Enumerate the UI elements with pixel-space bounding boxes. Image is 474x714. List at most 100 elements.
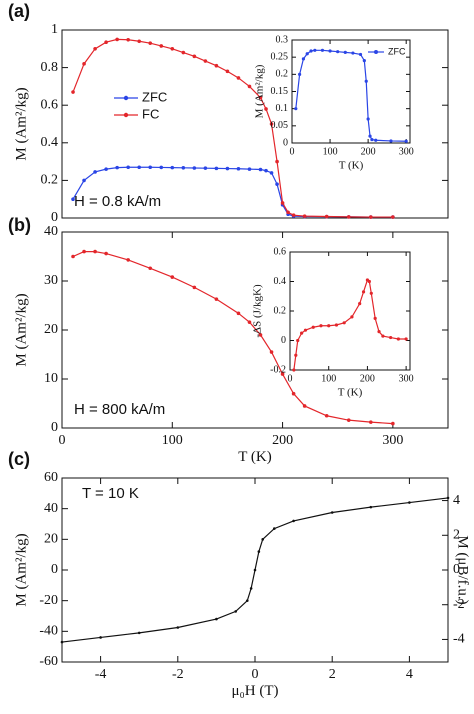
y2-tick-label: 2	[453, 528, 460, 543]
data-point	[126, 258, 130, 262]
data-point	[214, 166, 219, 171]
y-tick-label: 0.4	[274, 276, 287, 287]
y-tick-label: -60	[39, 654, 58, 669]
data-point	[389, 335, 393, 340]
data-point	[249, 587, 253, 590]
data-point	[82, 62, 86, 66]
data-point	[302, 404, 307, 408]
x-tick-label: 300	[382, 433, 403, 448]
x-axis-label: T (K)	[238, 449, 271, 465]
data-point	[245, 599, 249, 602]
data-point	[275, 159, 279, 164]
y-tick-label: -40	[39, 624, 58, 639]
data-point	[159, 44, 164, 48]
data-point	[60, 640, 64, 644]
data-point	[71, 197, 75, 201]
data-point	[280, 372, 285, 376]
data-point	[71, 254, 75, 259]
data-point	[269, 122, 274, 126]
data-point	[373, 316, 377, 320]
legend-marker	[374, 50, 378, 54]
data-point	[286, 210, 290, 215]
x-tick-label: -2	[172, 667, 184, 682]
y-tick-label: 0.2	[276, 69, 289, 80]
y2-axis-label: M (μB/f.u.)	[455, 535, 471, 604]
data-point	[275, 182, 279, 186]
data-point	[350, 315, 354, 319]
data-point	[334, 323, 339, 327]
y-tick-label: -20	[39, 593, 58, 608]
data-point	[93, 47, 97, 51]
data-point	[300, 331, 304, 335]
data-point	[269, 350, 274, 354]
x-axis-label: μ₀H (T)	[231, 683, 278, 699]
data-point	[311, 325, 315, 329]
data-point	[170, 165, 175, 170]
data-point	[377, 330, 381, 334]
data-point	[115, 165, 119, 170]
data-point	[369, 291, 373, 295]
data-point	[269, 171, 274, 175]
data-line	[72, 38, 393, 218]
data-point	[115, 37, 119, 42]
plot-frame	[289, 251, 411, 371]
data-point	[257, 550, 261, 553]
y-axis-label: M (Am²/kg)	[13, 293, 29, 366]
data-point	[71, 90, 75, 94]
annotation: H = 0.8 kA/m	[74, 193, 161, 210]
data-point	[264, 168, 268, 173]
y2-tick-label: -4	[453, 632, 465, 647]
annotation: H = 800 kA/m	[74, 401, 165, 418]
data-point	[261, 538, 265, 541]
data-point	[391, 215, 395, 219]
data-point	[302, 214, 307, 218]
y-tick-label: 0	[51, 210, 58, 225]
data-point	[396, 337, 400, 341]
data-point	[296, 338, 300, 343]
y2-tick-label: -2	[453, 597, 465, 612]
data-point	[148, 41, 153, 45]
data-point	[366, 117, 370, 121]
data-point	[192, 54, 197, 59]
y-axis-label: M (Am²/kg)	[13, 87, 29, 160]
data-point	[159, 165, 164, 170]
data-point	[351, 51, 355, 55]
data-point	[264, 107, 268, 111]
data-point	[148, 266, 153, 271]
data-point	[236, 311, 241, 316]
y-axis-label: M (Am²/kg)	[13, 533, 29, 606]
data-point	[367, 279, 371, 284]
data-point	[247, 167, 252, 171]
data-point	[391, 421, 395, 426]
x-tick-label: 100	[323, 146, 338, 157]
data-point	[236, 166, 241, 171]
y-tick-label: 0	[51, 562, 58, 577]
x-tick-label: 200	[361, 146, 376, 157]
data-point	[292, 519, 295, 523]
data-point	[203, 59, 208, 63]
legend-label: ZFC	[142, 89, 167, 104]
y-tick-label: -0.2	[270, 364, 286, 375]
data-point	[404, 337, 408, 341]
y-tick-label: 0.2	[274, 305, 287, 316]
legend-label: FC	[142, 106, 159, 121]
data-point	[361, 290, 366, 294]
y-tick-label: 0.1	[276, 103, 289, 114]
data-point	[446, 496, 450, 500]
data-line	[293, 279, 407, 371]
data-point	[126, 165, 130, 170]
y-axis-label: M (Am²/kg)	[254, 64, 266, 118]
data-point	[408, 501, 411, 504]
data-point	[181, 50, 186, 55]
data-point	[148, 165, 153, 170]
data-point	[258, 333, 263, 337]
data-point	[369, 215, 373, 219]
data-point	[336, 50, 340, 54]
data-point	[324, 413, 329, 418]
data-point	[247, 320, 252, 324]
data-point	[294, 107, 298, 111]
data-point	[247, 84, 252, 89]
data-point	[309, 49, 313, 53]
data-point	[374, 138, 378, 142]
